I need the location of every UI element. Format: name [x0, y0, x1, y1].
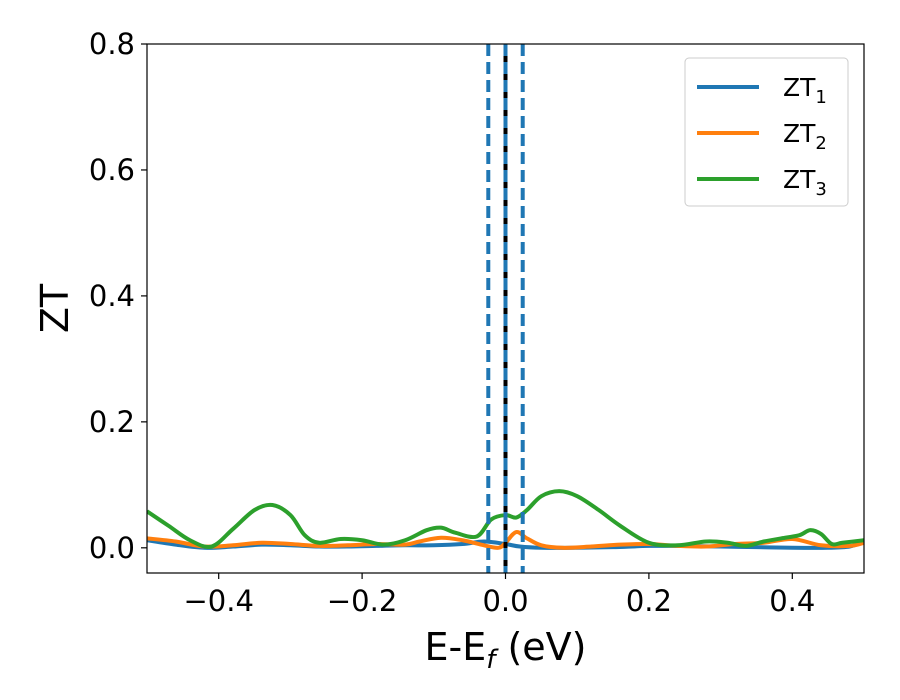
x-axis-label-main: E-E [425, 625, 487, 669]
y-tick-label: 0.4 [89, 279, 135, 313]
legend-label-zt1: ZT1 [783, 73, 827, 108]
legend-label-sub: 2 [815, 133, 826, 154]
x-tick-label: −0.2 [327, 584, 397, 618]
y-tick-label: 0.8 [89, 27, 135, 61]
legend-box [684, 57, 849, 207]
y-tick-label: 0.2 [89, 405, 135, 439]
y-tick-label: 0.6 [89, 153, 135, 187]
x-tick-label: −0.4 [183, 584, 253, 618]
x-axis-label: E-Ef (eV) [425, 625, 587, 675]
legend-label-sub: 1 [815, 87, 826, 108]
legend-label-main: ZT [783, 165, 816, 194]
x-tick-label: 0.0 [482, 584, 528, 618]
reference-lines [486, 44, 525, 573]
x-tick-label: 0.4 [769, 584, 815, 618]
legend-label-zt2: ZT2 [783, 119, 827, 154]
legend-label-zt3: ZT3 [783, 165, 827, 200]
y-axis: 0.0 0.2 0.4 0.6 0.8 [89, 27, 147, 565]
legend-label-main: ZT [783, 119, 816, 148]
legend-label-sub: 3 [815, 179, 826, 200]
y-tick-label: 0.0 [89, 531, 135, 565]
series-line-zt3 [147, 489, 864, 549]
x-axis: −0.4 −0.2 0.0 0.2 0.4 [183, 573, 815, 618]
legend-label-main: ZT [783, 73, 816, 102]
x-axis-label-rest: (eV) [495, 625, 586, 669]
x-tick-label: 0.2 [626, 584, 672, 618]
y-axis-label: ZT [33, 283, 77, 333]
